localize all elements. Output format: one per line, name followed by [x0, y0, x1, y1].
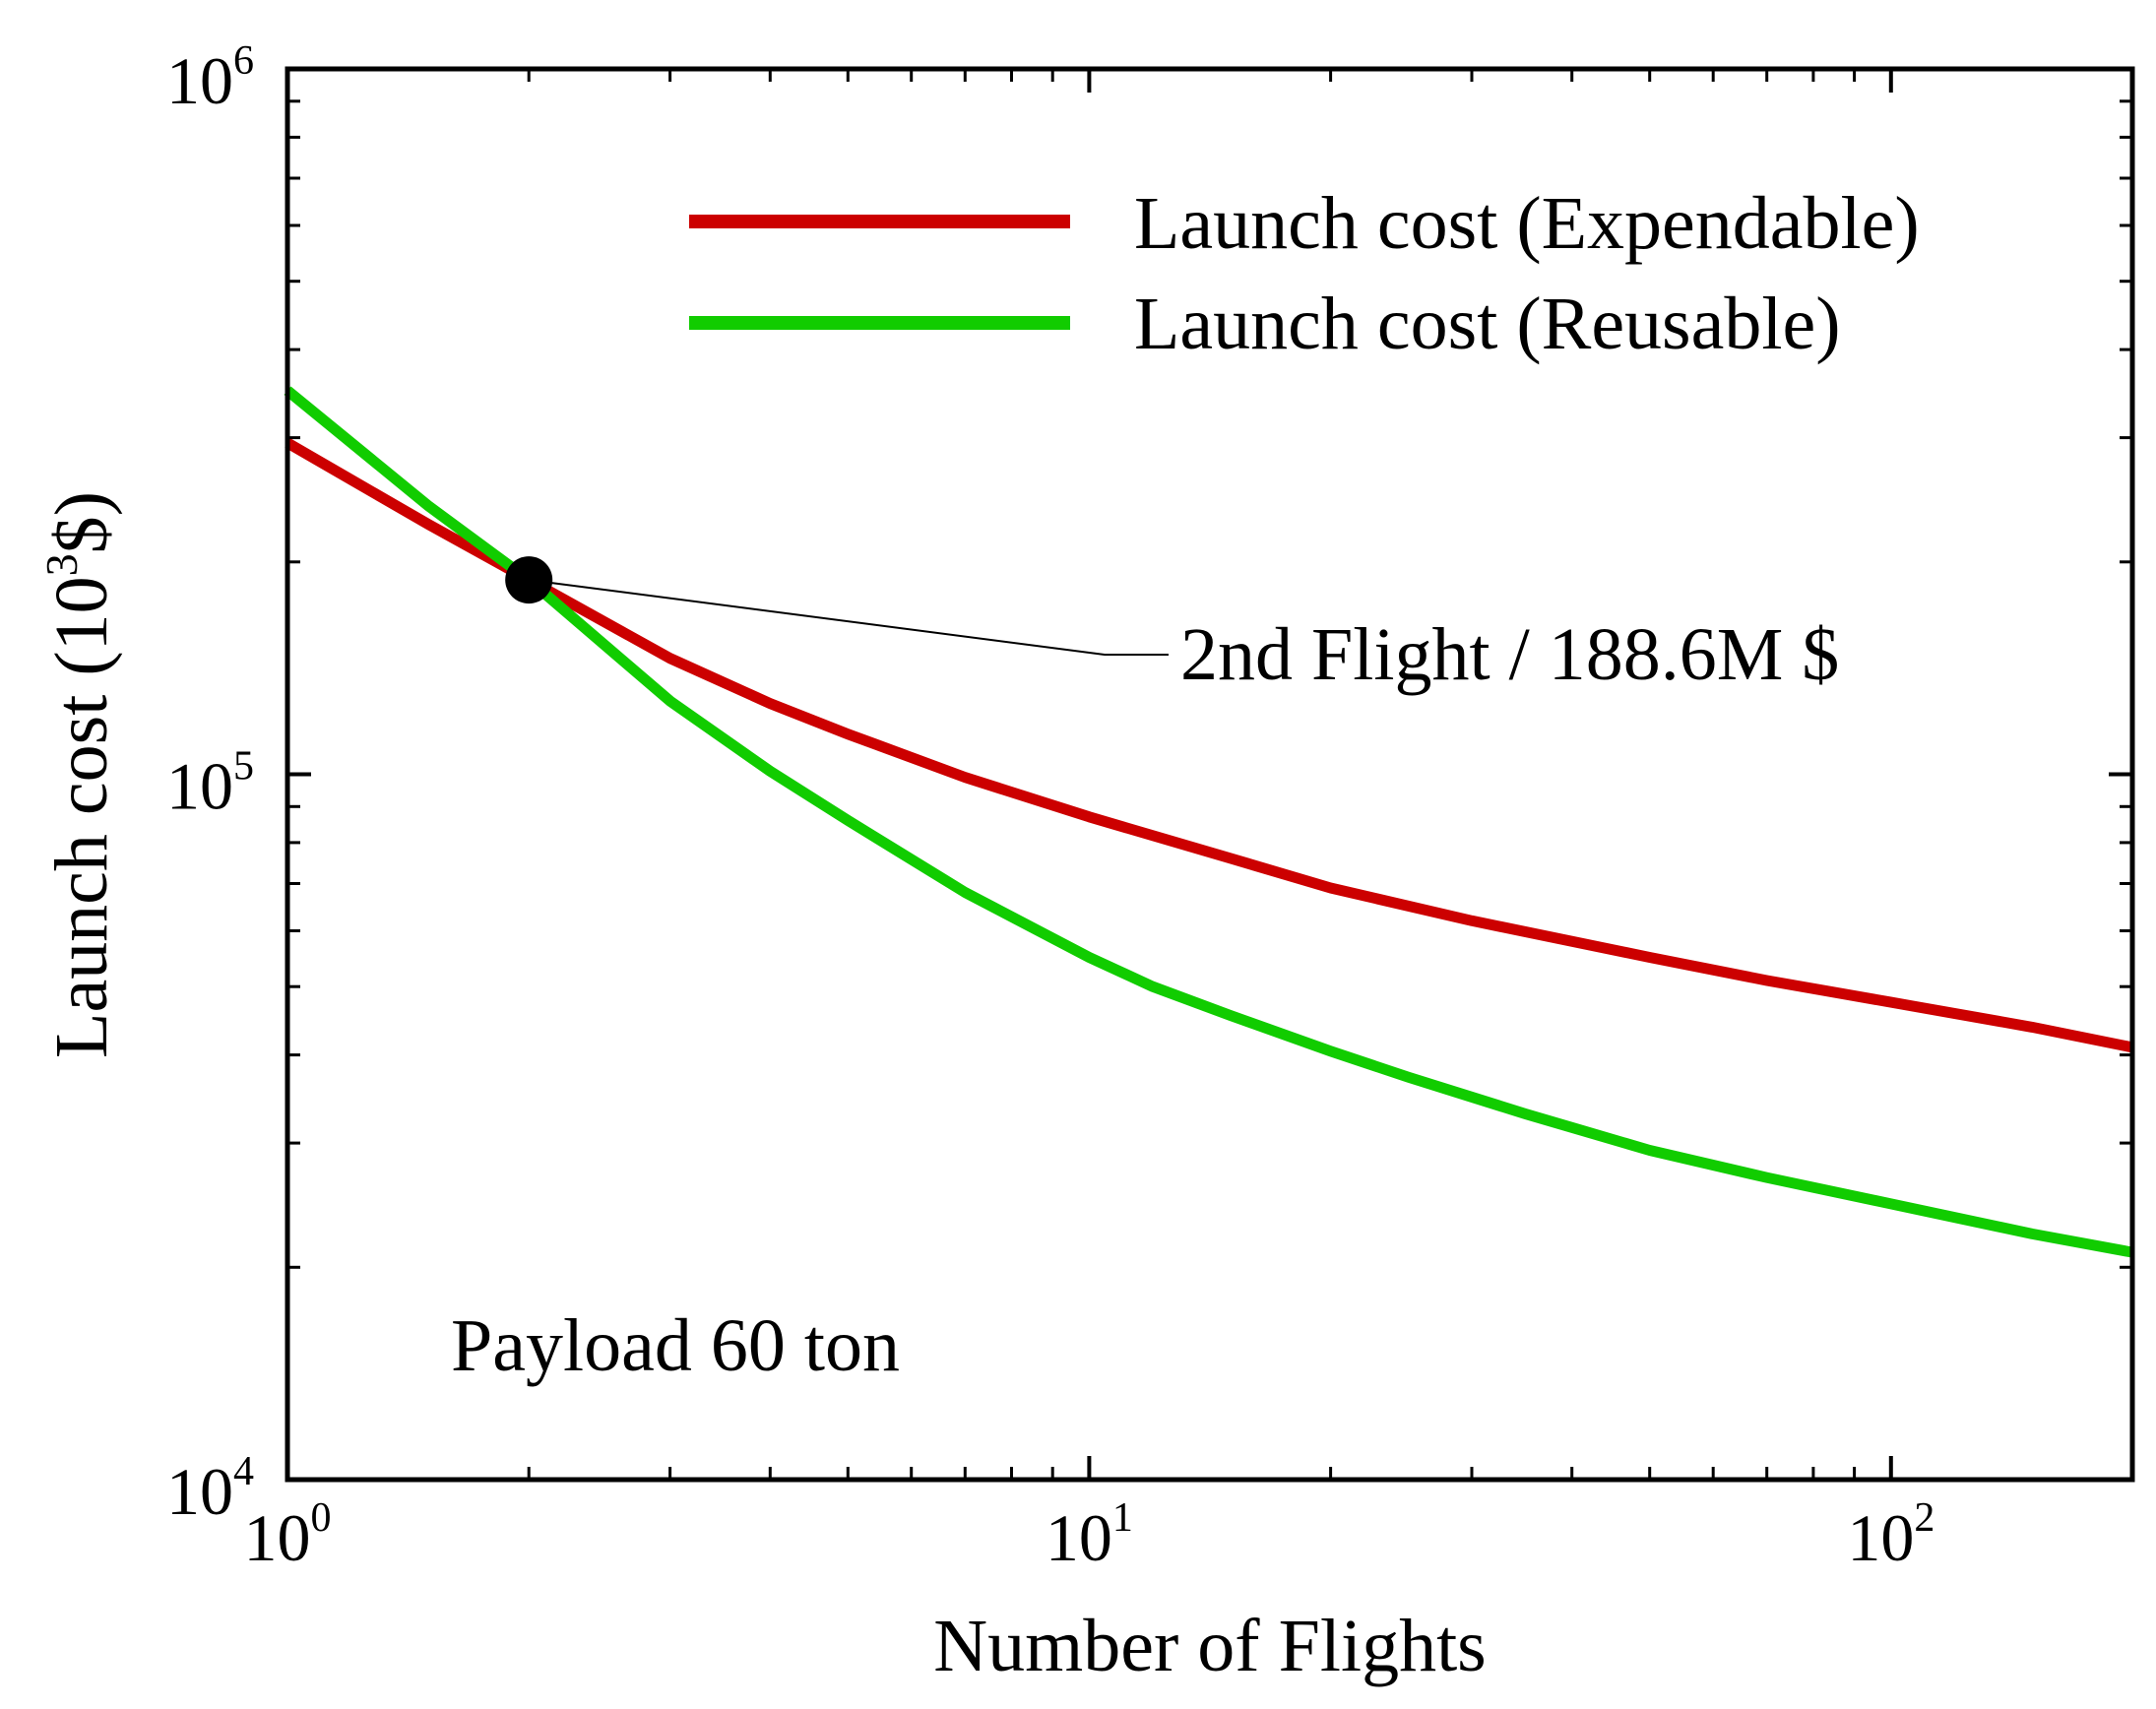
crossover-leader-line	[529, 579, 1169, 656]
legend: Launch cost (Expendable) Launch cost (Re…	[689, 182, 1920, 365]
x-axis-title: Number of Flights	[933, 1605, 1487, 1687]
crossover-annotation: 2nd Flight / 188.6M $	[1180, 613, 1839, 696]
x-tick-label: 101	[1046, 1495, 1133, 1575]
annotation-layer: 2nd Flight / 188.6M $ Payload 60 ton	[451, 579, 1839, 1387]
legend-label-expendable: Launch cost (Expendable)	[1134, 182, 1920, 265]
x-tick-label: 100	[244, 1495, 332, 1575]
y-tick-label: 105	[166, 744, 254, 824]
y-axis-title-suffix: $)	[40, 491, 123, 553]
payload-annotation: Payload 60 ton	[451, 1304, 900, 1387]
tick-layer: 100 101 102 104 105 106	[166, 38, 2134, 1575]
y-axis-title-exponent: 3	[36, 553, 87, 576]
series-line-reusable	[284, 386, 2133, 1258]
y-axis-title: Launch cost (103$)	[36, 491, 123, 1058]
legend-label-reusable: Launch cost (Reusable)	[1134, 283, 1841, 365]
series-line-expendable	[285, 438, 2134, 1053]
y-axis-title-text: Launch cost (10	[40, 576, 123, 1058]
y-tick-label: 106	[166, 38, 254, 118]
x-tick-label: 102	[1847, 1495, 1934, 1575]
y-tick-label: 104	[166, 1449, 254, 1529]
